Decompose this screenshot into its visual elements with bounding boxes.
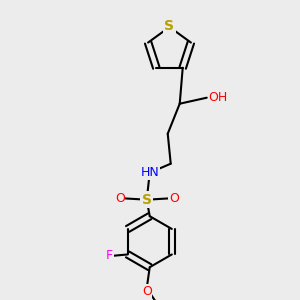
Text: S: S — [164, 19, 175, 32]
Text: F: F — [106, 250, 113, 262]
Text: HN: HN — [140, 166, 159, 179]
Text: S: S — [142, 193, 152, 207]
Text: O: O — [169, 192, 179, 205]
Text: O: O — [142, 285, 152, 298]
Text: O: O — [115, 192, 125, 205]
Text: OH: OH — [208, 91, 227, 104]
